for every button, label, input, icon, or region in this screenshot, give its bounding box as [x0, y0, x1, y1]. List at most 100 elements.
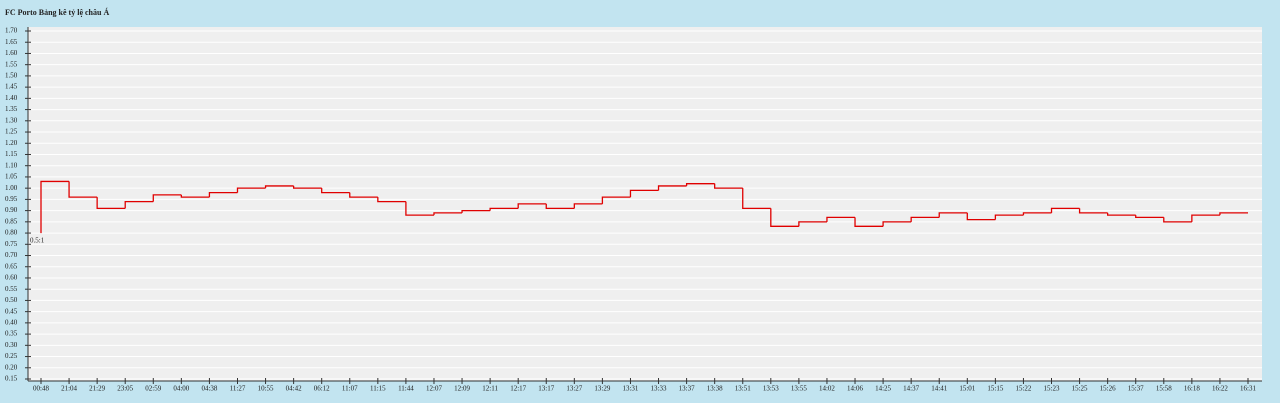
y-tick-label: 1.10 [5, 161, 18, 169]
x-tick-label: 13:55 [791, 385, 807, 393]
plot-area [28, 27, 1262, 381]
x-tick-label: 16:31 [1240, 385, 1256, 393]
y-tick-label: 0.25 [5, 352, 18, 360]
x-tick-label: 15:23 [1044, 385, 1060, 393]
y-tick-label: 1.50 [5, 72, 18, 80]
step-segment [292, 185, 322, 189]
step-segment [742, 188, 771, 210]
step-segment [208, 192, 238, 198]
step-segment [152, 194, 182, 202]
step-segment [1163, 217, 1192, 223]
x-tick-label: 04:42 [286, 385, 302, 393]
y-tick-label: 0.45 [5, 307, 18, 315]
step-segment [96, 197, 126, 210]
x-tick-label: 13:17 [538, 385, 554, 393]
x-tick-label: 13:53 [763, 385, 779, 393]
step-segment [910, 216, 940, 222]
step-segment [377, 197, 406, 203]
step-segment [236, 187, 266, 193]
y-tick-label: 1.05 [5, 173, 18, 181]
step-segment [798, 221, 827, 227]
x-tick-label: 02:59 [145, 385, 161, 393]
x-tick-label: 11:07 [342, 385, 358, 393]
chart-title: FC Porto Bảng kê tỷ lệ châu Á [5, 7, 109, 17]
x-tick-label: 14:06 [847, 385, 863, 393]
x-tick-label: 11:15 [370, 385, 386, 393]
y-tick-label: 0.85 [5, 217, 18, 225]
x-tick-label: 11:44 [398, 385, 414, 393]
step-segment [1107, 212, 1136, 216]
step-segment [966, 212, 996, 221]
x-tick-label: 16:18 [1184, 385, 1200, 393]
y-tick-label: 0.80 [5, 229, 18, 237]
x-tick-label: 15:25 [1072, 385, 1088, 393]
y-tick-label: 1.25 [5, 128, 18, 136]
y-tick-label: 0.95 [5, 195, 18, 203]
step-segment [1219, 212, 1248, 216]
x-tick-label: 10:55 [258, 385, 274, 393]
step-segment [124, 200, 154, 209]
y-tick-label: 0.65 [5, 262, 18, 270]
y-tick-label: 1.65 [5, 38, 18, 46]
x-tick-label: 12:09 [454, 385, 470, 393]
step-segment [826, 216, 856, 222]
step-segment [40, 180, 70, 234]
y-tick-label: 0.75 [5, 240, 18, 248]
x-tick-label: 04:00 [173, 385, 189, 393]
y-tick-label: 0.35 [5, 330, 18, 338]
y-tick-label: 0.60 [5, 274, 18, 282]
step-segment [349, 192, 378, 198]
step-segment [1078, 208, 1108, 214]
step-segment [938, 212, 968, 218]
x-tick-label: 13:31 [622, 385, 638, 393]
x-tick-label: 15:58 [1156, 385, 1172, 393]
x-tick-label: 06:12 [314, 385, 330, 393]
step-segment [854, 217, 884, 227]
y-tick-label: 0.50 [5, 296, 18, 304]
step-segment [629, 189, 659, 198]
y-tick-label: 0.30 [5, 341, 18, 349]
step-segment [264, 185, 294, 189]
x-tick-label: 13:37 [679, 385, 695, 393]
x-tick-label: 12:11 [482, 385, 498, 393]
x-tick-label: 13:38 [707, 385, 723, 393]
y-tick-label: 1.55 [5, 60, 18, 68]
y-tick-label: 1.30 [5, 116, 18, 124]
x-tick-label: 23:05 [117, 385, 133, 393]
step-segment [68, 181, 98, 198]
step-segment [714, 183, 743, 189]
x-tick-label: 21:04 [61, 385, 77, 393]
y-tick-label: 0.20 [5, 363, 18, 371]
step-segment [461, 209, 491, 213]
x-tick-label: 11:27 [230, 385, 246, 393]
y-tick-label: 0.40 [5, 318, 18, 326]
x-tick-label: 13:51 [735, 385, 751, 393]
step-segment [882, 221, 912, 227]
y-tick-label: 0.90 [5, 206, 18, 214]
y-tick-label: 1.40 [5, 94, 18, 102]
step-segment [489, 207, 519, 211]
step-segment [517, 203, 547, 209]
x-tick-label: 14:25 [875, 385, 891, 393]
x-tick-label: 00:48 [33, 385, 49, 393]
y-tick-label: 1.00 [5, 184, 18, 192]
y-tick-label: 1.45 [5, 83, 18, 91]
x-tick-label: 15:01 [959, 385, 975, 393]
step-segment [1050, 207, 1080, 213]
y-tick-label: 1.20 [5, 139, 18, 147]
x-tick-label: 14:37 [903, 385, 919, 393]
y-tick-label: 0.15 [5, 375, 18, 383]
step-segment [685, 183, 715, 186]
x-tick-label: 15:22 [1015, 385, 1031, 393]
x-tick-label: 21:29 [89, 385, 105, 393]
step-segment [321, 188, 350, 194]
y-tick-label: 0.55 [5, 285, 18, 293]
step-segment [180, 194, 210, 198]
step-segment [573, 203, 603, 209]
step-segment [770, 208, 799, 227]
step-segment [994, 214, 1024, 220]
x-tick-label: 14:02 [819, 385, 835, 393]
x-tick-label: 15:37 [1128, 385, 1144, 393]
